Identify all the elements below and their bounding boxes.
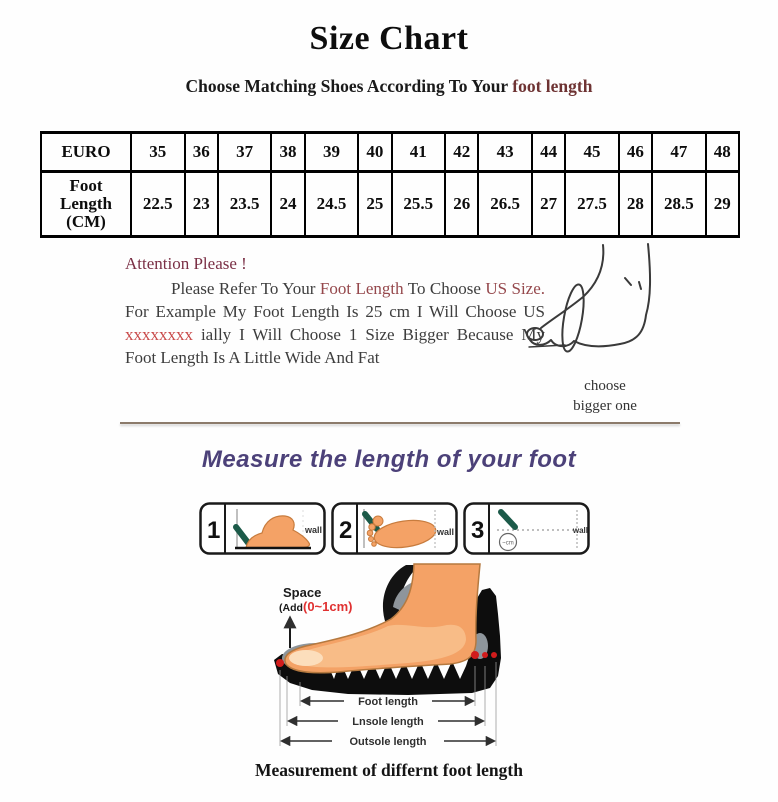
sketch-toe [526, 327, 544, 341]
wall-label: wall [304, 525, 322, 535]
attention-text-block: Attention Please ! Please Refer To Your … [125, 252, 545, 369]
measuring-steps: 1 wall 2 wall 3 [199, 502, 590, 555]
table-cell: 44 [530, 131, 567, 173]
table-cell: 45 [564, 131, 620, 173]
subtitle-highlight: foot length [512, 76, 593, 96]
heel-marker-dot [482, 652, 488, 658]
table-cell: 23.5 [216, 170, 273, 238]
attention-segment: For Example My Foot Length Is 25 cm I Wi… [125, 302, 545, 321]
attention-heading: Attention Please ! [125, 254, 247, 273]
table-cell: 42 [444, 131, 480, 173]
step-number: 3 [471, 517, 484, 544]
table-cell: 40 [357, 131, 393, 173]
attention-segment-highlight: US Size. [485, 279, 546, 298]
table-cell: 47 [651, 131, 707, 173]
foot-length-row: Foot Length (CM) 22.5 23 23.5 24 24.5 25… [40, 170, 741, 238]
toe-marker-dot [276, 659, 284, 667]
attention-paragraph: Please Refer To Your Foot Length To Choo… [125, 277, 545, 369]
bottom-caption: Measurement of differnt foot length [255, 760, 523, 780]
space-add-value: (0~1cm) [303, 599, 353, 614]
attention-segment: ially I Will Choose 1 Size Bigger Becaus… [125, 325, 545, 367]
step-number: 2 [339, 517, 352, 544]
sketch-ankle-marks [624, 277, 642, 290]
step-3-illustration: 3 ~cm wall [463, 502, 590, 555]
table-cell: 46 [617, 131, 654, 173]
table-cell: 43 [477, 131, 533, 173]
page-subtitle: Choose Matching Shoes According To Your … [0, 76, 778, 97]
gauge-circle [498, 532, 518, 552]
page-title: Size Chart [309, 20, 469, 57]
heel-marker-dot [471, 651, 479, 659]
foot-highlight [297, 624, 466, 668]
space-label: Space [283, 585, 321, 600]
gauge-label: ~cm [502, 541, 514, 547]
table-cell: 28.5 [651, 170, 707, 238]
attention-segment-redacted: xxxxxxxx [125, 325, 193, 344]
attention-segment-highlight: Foot Length [319, 279, 404, 298]
outsole-length-label: Outsole length [350, 736, 427, 748]
outsole-shape [274, 588, 501, 695]
measurement-arrows [279, 695, 497, 747]
foot-length-row-label: Foot Length (CM) [40, 170, 132, 238]
table-cell: 24 [270, 170, 306, 238]
choose-bigger-note: choose bigger one [545, 376, 665, 416]
sketch-pointer-line [528, 344, 566, 348]
choose-note-line: bigger one [573, 398, 637, 414]
table-cell: 25.5 [390, 170, 447, 238]
toe-highlight [289, 650, 323, 666]
table-cell: 27.5 [564, 170, 620, 238]
euro-row-label: EURO [40, 131, 132, 173]
table-cell: 38 [270, 131, 306, 173]
foot-measurement-diagram: Space (Add (0~1cm) Foot length Lnsole le… [274, 563, 501, 748]
wall-label: wall [436, 527, 454, 537]
table-cell: 24.5 [303, 170, 360, 238]
pencil-icon [498, 509, 518, 530]
wall-label: wall [572, 526, 588, 535]
toe-shapes [366, 515, 384, 547]
table-cell: 35 [130, 131, 186, 173]
table-cell: 41 [390, 131, 447, 173]
measure-section-heading: Measure the length of your foot [201, 446, 577, 473]
step-panel-border [463, 502, 590, 555]
foot-sketch-illustration [526, 243, 652, 353]
measuring-tape-band [561, 283, 585, 353]
size-table: EURO 35 36 37 38 39 40 41 42 43 44 45 46… [40, 131, 741, 238]
attention-section: Attention Please ! Please Refer To Your … [0, 238, 778, 446]
table-cell: 26 [444, 170, 480, 238]
sketch-leg-front [540, 244, 605, 329]
insole-length-label: Lnsole length [352, 716, 424, 728]
table-cell: 22.5 [130, 170, 186, 238]
step-number: 1 [207, 517, 220, 544]
euro-size-row: EURO 35 36 37 38 39 40 41 42 43 44 45 46… [40, 131, 741, 173]
attention-segment: To Choose [403, 279, 486, 298]
table-cell: 26.5 [477, 170, 533, 238]
table-cell: 25 [357, 170, 393, 238]
attention-segment: Please Refer To Your [171, 279, 320, 298]
sketch-leg-back [619, 243, 652, 345]
foot-top-shape [373, 519, 437, 549]
heel-marker-dot [491, 652, 497, 658]
table-cell: 48 [704, 131, 741, 173]
pencil-icon [233, 524, 252, 547]
table-cell: 37 [216, 131, 273, 173]
step-2-illustration: 2 wall [331, 502, 458, 555]
foot-side-shape [245, 515, 311, 549]
table-cell: 36 [183, 131, 219, 173]
table-cell: 28 [617, 170, 654, 238]
table-cell: 39 [303, 131, 360, 173]
step-1-illustration: 1 wall [199, 502, 326, 555]
rear-shoe-silhouette [382, 565, 420, 630]
foot-length-label: Foot length [358, 696, 418, 708]
sketch-sole-bumps [529, 339, 621, 348]
subtitle-text: Choose Matching Shoes According To Your [185, 76, 513, 96]
table-cell: 29 [704, 170, 741, 238]
choose-note-line: choose [584, 378, 626, 394]
section-divider [120, 422, 680, 424]
table-cell: 27 [530, 170, 567, 238]
space-add-prefix: (Add [279, 602, 303, 614]
table-cell: 23 [183, 170, 219, 238]
